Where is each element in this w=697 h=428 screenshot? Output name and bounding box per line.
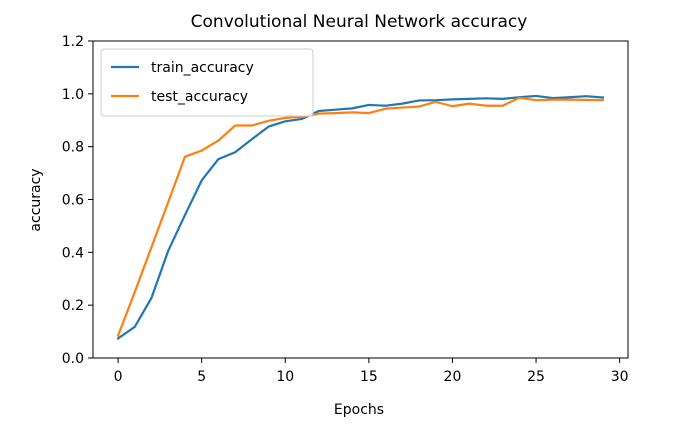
y-tick-label: 0.0 bbox=[62, 351, 84, 367]
legend-entry: test_accuracy bbox=[151, 89, 248, 105]
x-tick-label: 30 bbox=[611, 369, 629, 385]
y-axis-label: accuracy bbox=[28, 168, 44, 231]
legend: train_accuracy test_accuracy bbox=[100, 48, 314, 117]
series-lines bbox=[116, 94, 605, 340]
y-tick-label: 0.4 bbox=[62, 245, 84, 261]
x-tick-label: 10 bbox=[276, 369, 294, 385]
legend-entry: train_accuracy bbox=[151, 60, 254, 76]
y-tick-label: 1.2 bbox=[62, 34, 84, 50]
x-tick-label: 20 bbox=[444, 369, 462, 385]
y-tick-label: 0.8 bbox=[62, 140, 84, 156]
legend-box bbox=[100, 48, 314, 117]
x-tick-label: 25 bbox=[527, 369, 545, 385]
y-tick-label: 0.2 bbox=[62, 298, 84, 314]
x-axis-label: Epochs bbox=[334, 402, 384, 418]
series-line-train-accuracy bbox=[116, 94, 605, 340]
axes: 0 5 10 15 20 25 30 0.0 0.2 0.4 0.6 0.8 1.0 1.2 bbox=[62, 34, 629, 385]
y-tick-label: 1.0 bbox=[62, 87, 84, 103]
x-tick-label: 5 bbox=[197, 369, 206, 385]
x-tick-label: 0 bbox=[114, 369, 123, 385]
chart-title: Convolutional Neural Network accuracy bbox=[191, 12, 528, 32]
series-line-test-accuracy bbox=[116, 96, 605, 337]
x-tick-label: 15 bbox=[360, 369, 378, 385]
y-tick-label: 0.6 bbox=[62, 193, 84, 209]
